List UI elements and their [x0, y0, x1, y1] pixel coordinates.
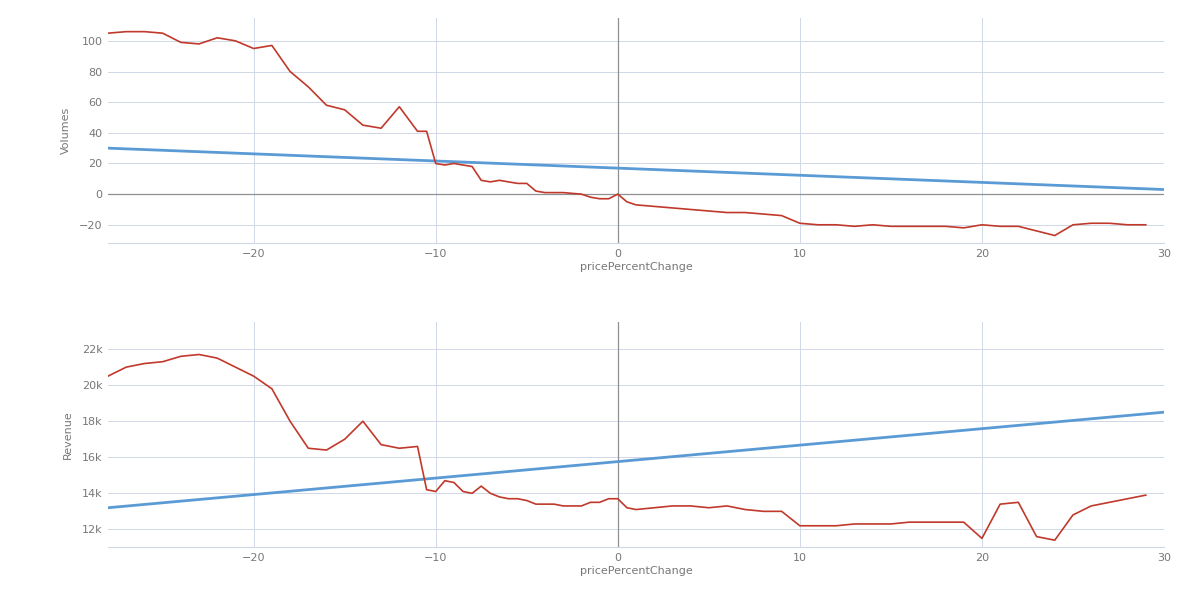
Y-axis label: Volumes: Volumes — [61, 107, 71, 154]
Y-axis label: Revenue: Revenue — [64, 411, 73, 459]
X-axis label: pricePercentChange: pricePercentChange — [580, 262, 692, 271]
X-axis label: pricePercentChange: pricePercentChange — [580, 566, 692, 576]
